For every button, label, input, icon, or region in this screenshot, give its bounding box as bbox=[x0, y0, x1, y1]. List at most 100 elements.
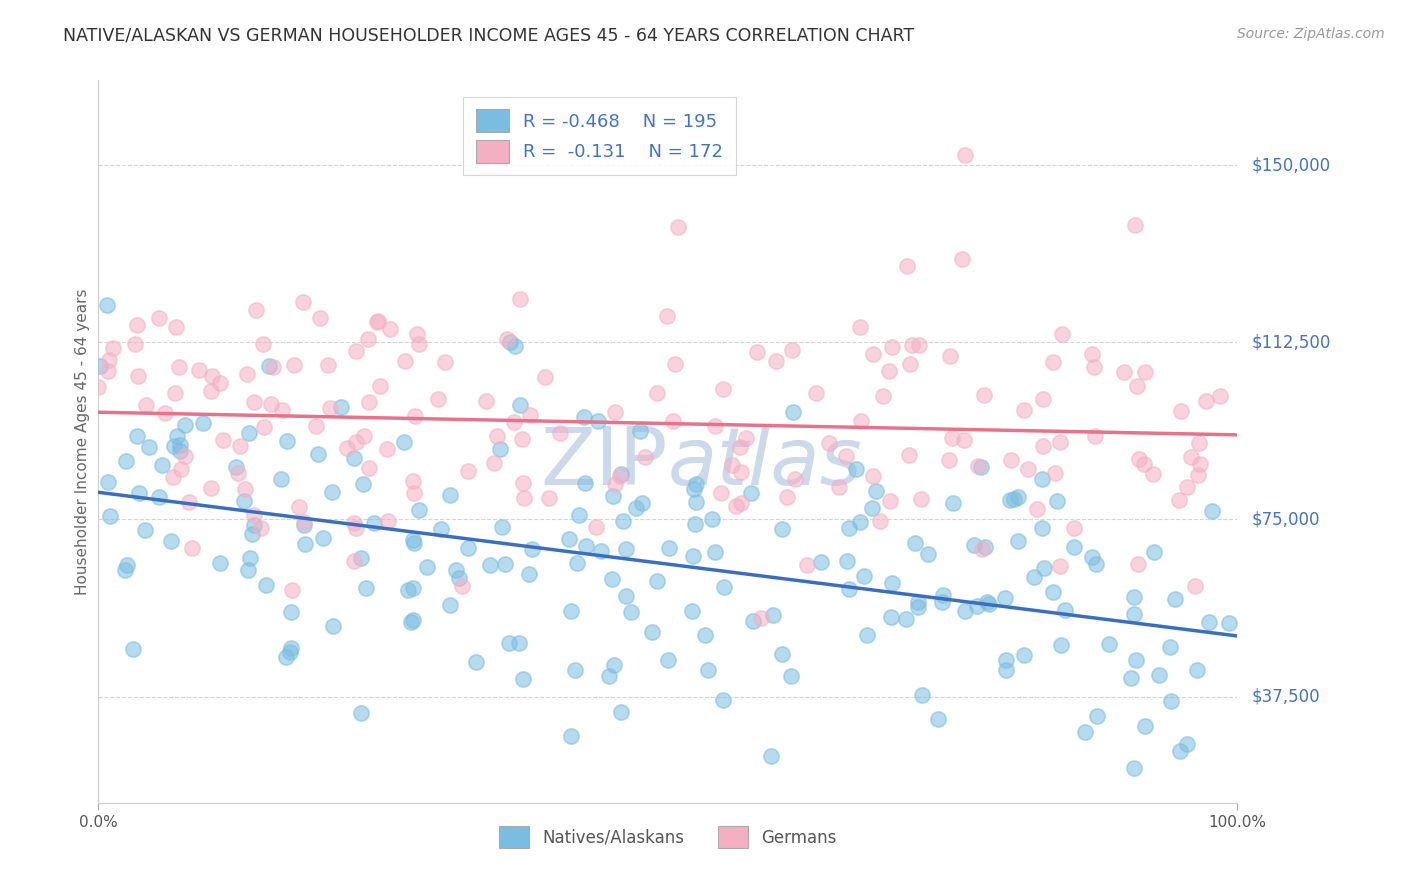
Point bbox=[1032, 439, 1054, 453]
Point bbox=[1147, 668, 1170, 682]
Point bbox=[1159, 640, 1181, 654]
Point bbox=[226, 466, 249, 480]
Point bbox=[271, 402, 294, 417]
Point bbox=[657, 653, 679, 667]
Point bbox=[356, 332, 378, 346]
Point bbox=[242, 395, 264, 409]
Text: atlas: atlas bbox=[668, 425, 863, 502]
Point bbox=[818, 435, 841, 450]
Point bbox=[1049, 558, 1071, 573]
Point bbox=[880, 610, 903, 624]
Point bbox=[862, 468, 884, 483]
Point bbox=[828, 480, 851, 494]
Point bbox=[979, 597, 1001, 611]
Point bbox=[352, 477, 374, 491]
Point bbox=[558, 532, 581, 546]
Point bbox=[685, 495, 707, 509]
Point bbox=[103, 341, 125, 355]
Point bbox=[953, 148, 976, 162]
Point bbox=[1187, 663, 1209, 677]
Point bbox=[1187, 468, 1209, 483]
Point bbox=[1133, 719, 1156, 733]
Point bbox=[162, 439, 184, 453]
Point bbox=[1032, 392, 1054, 406]
Point bbox=[503, 338, 526, 352]
Text: ZIP: ZIP bbox=[540, 425, 668, 502]
Point bbox=[457, 464, 479, 478]
Point bbox=[330, 401, 353, 415]
Point bbox=[359, 394, 381, 409]
Point bbox=[114, 454, 136, 468]
Point bbox=[229, 439, 252, 453]
Point bbox=[208, 376, 231, 390]
Point bbox=[953, 604, 976, 618]
Point bbox=[641, 625, 664, 640]
Point bbox=[1125, 653, 1147, 667]
Point bbox=[1002, 491, 1025, 506]
Point bbox=[782, 405, 804, 419]
Point bbox=[522, 541, 544, 556]
Point bbox=[200, 482, 222, 496]
Point bbox=[394, 353, 416, 368]
Point bbox=[745, 345, 768, 359]
Point bbox=[233, 493, 256, 508]
Point bbox=[1122, 761, 1144, 775]
Point bbox=[1081, 549, 1104, 564]
Point bbox=[377, 514, 399, 528]
Point bbox=[995, 664, 1018, 678]
Point bbox=[682, 549, 704, 563]
Point bbox=[1198, 615, 1220, 629]
Point bbox=[872, 388, 894, 402]
Point bbox=[1119, 671, 1142, 685]
Point bbox=[212, 433, 235, 447]
Point bbox=[911, 688, 934, 702]
Point bbox=[976, 595, 998, 609]
Point bbox=[683, 517, 706, 532]
Point bbox=[322, 619, 344, 633]
Point bbox=[963, 538, 986, 552]
Point bbox=[166, 429, 188, 443]
Point bbox=[287, 500, 309, 514]
Point bbox=[252, 420, 274, 434]
Point bbox=[804, 386, 827, 401]
Point bbox=[1026, 502, 1049, 516]
Point bbox=[603, 658, 626, 673]
Point bbox=[408, 336, 430, 351]
Point bbox=[586, 414, 609, 428]
Point bbox=[779, 669, 801, 683]
Point bbox=[321, 485, 343, 500]
Point bbox=[810, 555, 832, 569]
Point bbox=[770, 647, 793, 661]
Point bbox=[343, 451, 366, 466]
Point bbox=[1050, 638, 1073, 652]
Point bbox=[845, 462, 868, 476]
Point bbox=[169, 443, 191, 458]
Point bbox=[994, 653, 1017, 667]
Point bbox=[169, 359, 191, 374]
Point bbox=[620, 605, 643, 619]
Point bbox=[927, 712, 949, 726]
Point bbox=[354, 581, 377, 595]
Point bbox=[1195, 393, 1218, 408]
Point bbox=[148, 490, 170, 504]
Text: $112,500: $112,500 bbox=[1251, 334, 1330, 351]
Point bbox=[98, 352, 121, 367]
Point bbox=[260, 397, 283, 411]
Point bbox=[560, 729, 582, 743]
Point bbox=[89, 359, 111, 374]
Point bbox=[1160, 694, 1182, 708]
Point bbox=[512, 432, 534, 446]
Point bbox=[1133, 365, 1156, 379]
Text: NATIVE/ALASKAN VS GERMAN HOUSEHOLDER INCOME AGES 45 - 64 YEARS CORRELATION CHART: NATIVE/ALASKAN VS GERMAN HOUSEHOLDER INC… bbox=[63, 27, 914, 45]
Point bbox=[434, 354, 457, 368]
Point bbox=[626, 501, 648, 516]
Point bbox=[252, 336, 274, 351]
Point bbox=[343, 516, 366, 531]
Point bbox=[127, 368, 149, 383]
Point bbox=[740, 486, 762, 500]
Point bbox=[634, 450, 657, 464]
Point bbox=[1175, 480, 1198, 494]
Point bbox=[209, 556, 232, 570]
Point bbox=[495, 332, 517, 346]
Point bbox=[537, 491, 560, 505]
